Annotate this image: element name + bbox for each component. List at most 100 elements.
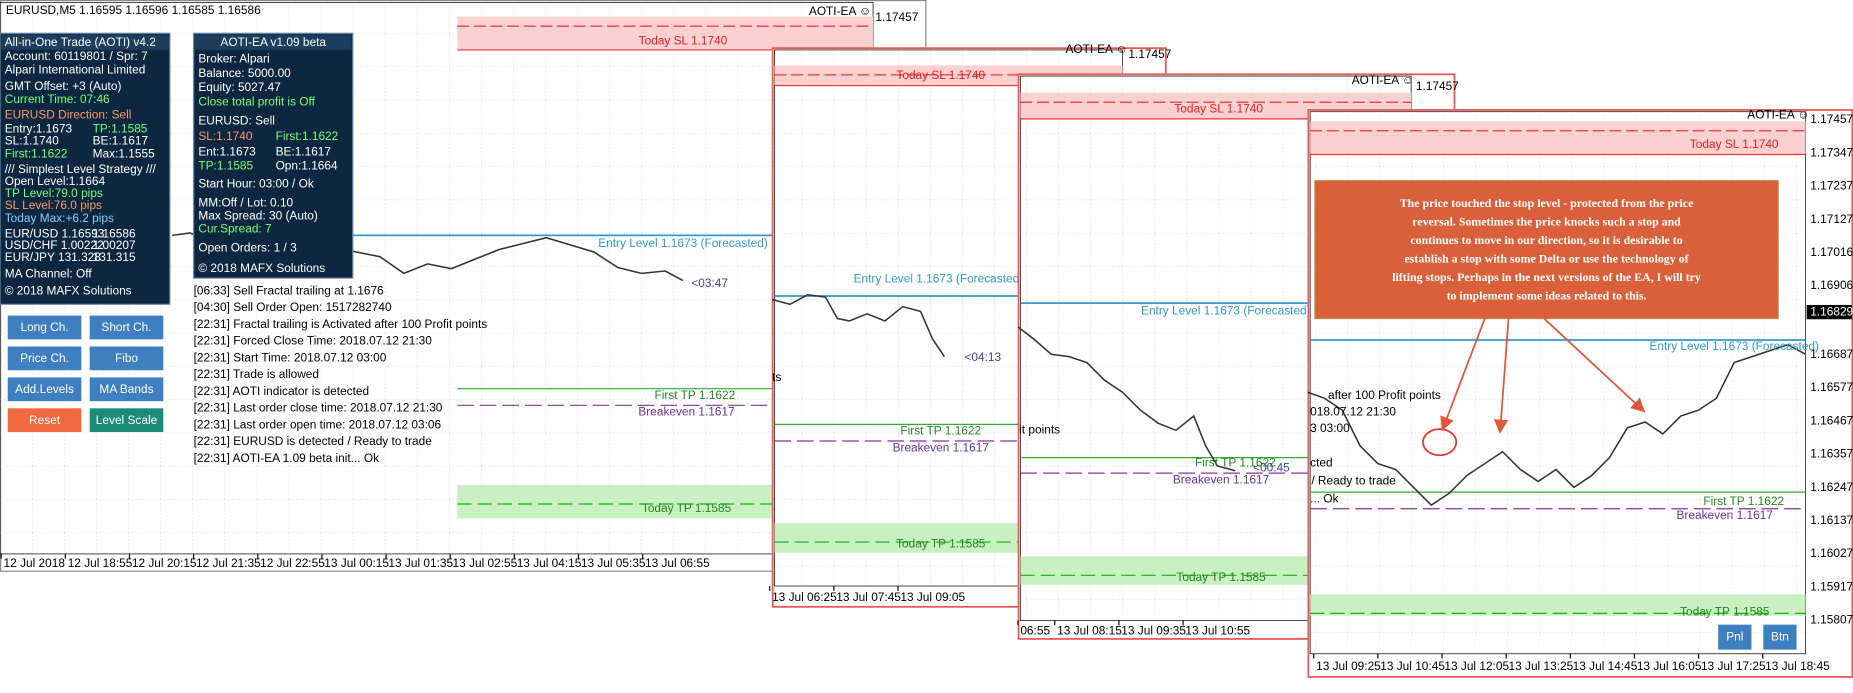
- button-label[interactable]: Pnl: [1726, 629, 1743, 643]
- time-label: 13 Jul 05:35: [581, 556, 646, 570]
- panel-value: Ent:1.1673: [198, 144, 256, 158]
- panel-row: MM:Off / Lot: 0.10: [198, 195, 293, 209]
- log-fragment: / Ready to trade: [1311, 474, 1396, 488]
- level-label: Breakeven 1.1617: [893, 440, 989, 454]
- button-label[interactable]: Price Ch.: [20, 351, 69, 365]
- button-label[interactable]: Level Scale: [96, 413, 158, 427]
- time-label: 12 Jul 20:15: [132, 556, 197, 570]
- panel-value: Max:1.1555: [93, 147, 155, 161]
- level-label: First TP 1.1622: [655, 388, 736, 402]
- button[interactable]: [6, 345, 83, 372]
- price-axis-label: 1.16829: [1810, 304, 1853, 318]
- callout-line: establish a stop with some Delta or use …: [1405, 251, 1690, 265]
- panel-row: © 2018 MAFX Solutions: [5, 283, 132, 297]
- button[interactable]: [88, 345, 165, 372]
- log-line: [22:31] AOTI indicator is detected: [194, 384, 370, 398]
- panel-row: Start Hour: 03:00 / Ok: [198, 176, 314, 190]
- level-label: First TP 1.1622: [1703, 494, 1784, 508]
- panel-value: First:1.1622: [276, 129, 339, 143]
- button-label[interactable]: Add.Levels: [15, 382, 74, 396]
- button[interactable]: [6, 407, 83, 434]
- price-axis-label: 1.16247: [1810, 480, 1853, 494]
- log-fragment: after 100 Profit points: [1328, 388, 1441, 402]
- level-label: First TP 1.1622: [1195, 456, 1276, 470]
- panel-value: BE:1.1617: [276, 144, 331, 158]
- panel-row: Alpari International Limited: [5, 62, 146, 76]
- log-line: [22:31] Trade is allowed: [194, 367, 319, 381]
- level-label: Today SL 1.1740: [896, 68, 985, 82]
- panel-row: Open Level:1.1664: [5, 174, 106, 188]
- time-label: 13 Jul 18:45: [1765, 659, 1830, 673]
- panel-row: © 2018 MAFX Solutions: [198, 261, 325, 275]
- price-axis-label: 1.16027: [1810, 546, 1853, 560]
- panel-row: Open Orders: 1 / 3: [198, 241, 297, 255]
- time-label: 13 Jul 06:25: [772, 590, 837, 604]
- panel-value: First:1.1622: [5, 147, 68, 161]
- level-label: Breakeven 1.1617: [1173, 472, 1269, 486]
- level-label: Today SL 1.1740: [639, 34, 728, 48]
- panel-row: Current Time: 07:46: [5, 92, 110, 106]
- button[interactable]: [1762, 623, 1798, 651]
- price-axis-label: 1.17127: [1810, 212, 1853, 226]
- button[interactable]: [6, 314, 83, 341]
- button[interactable]: [1716, 623, 1753, 651]
- callout-line: to implement some ideas related to this.: [1447, 288, 1647, 302]
- level-label: Today TP 1.1585: [1176, 570, 1266, 584]
- log-line: [22:31] Start Time: 2018.07.12 03:00: [194, 350, 387, 364]
- panel-row: MA Channel: Off: [5, 267, 93, 281]
- button[interactable]: [88, 314, 165, 341]
- button-label[interactable]: Short Ch.: [101, 320, 151, 334]
- button-label[interactable]: Long Ch.: [20, 320, 68, 334]
- time-label: 13 Jul 02:55: [453, 556, 518, 570]
- button[interactable]: [88, 376, 165, 403]
- callout-arrow: [1493, 318, 1510, 434]
- ea-label: AOTI-EA ☺: [1747, 107, 1809, 121]
- log-line: [22:31] AOTI-EA 1.09 beta init... Ok: [194, 451, 379, 465]
- price-axis-label: 1.15917: [1810, 579, 1853, 593]
- panel-value: USD/CHF 1.00222: [5, 238, 104, 252]
- panel-bg: [0, 32, 171, 305]
- time-label: 13 Jul 16:05: [1637, 659, 1702, 673]
- level-label: Entry Level 1.1673 (Forecasted): [1141, 304, 1311, 318]
- panel-row: Equity: 5027.47: [198, 80, 281, 94]
- panel-row: TP Level:79.0 pips: [5, 186, 103, 200]
- price-path: [771, 293, 945, 358]
- panel-value: Entry:1.1673: [5, 122, 73, 136]
- level-label: Entry Level 1.1673 (Forecasted): [598, 236, 768, 250]
- button[interactable]: [6, 376, 83, 403]
- price-axis-label: 1.16577: [1810, 380, 1853, 394]
- bar-timer: <00:45: [1253, 460, 1290, 474]
- price-axis-label: 1.15807: [1810, 613, 1853, 627]
- price-path: [1307, 343, 1806, 507]
- button[interactable]: [88, 407, 165, 434]
- log-line: [04:30] Sell Order Open: 1517282740: [194, 300, 392, 314]
- price-label: 1.17457: [1416, 79, 1459, 93]
- time-label: 12 Jul 18:55: [68, 556, 133, 570]
- panel-row: Account: 60119801 / Spr: 7: [5, 49, 148, 63]
- panel-row: Broker: Alpari: [198, 52, 269, 66]
- log-fragment: it points: [1019, 422, 1060, 436]
- price-axis-label: 1.17016: [1810, 245, 1853, 259]
- panel-value: SL:1.1740: [198, 129, 253, 143]
- price-axis-label: 1.16687: [1810, 347, 1853, 361]
- current-price-box: [1806, 304, 1852, 320]
- time-label: 13 Jul 06:55: [645, 556, 710, 570]
- time-label: 13 Jul 10:45: [1380, 659, 1445, 673]
- time-label: 12 Jul 2018: [4, 556, 66, 570]
- button-label[interactable]: Reset: [29, 413, 61, 427]
- button-label[interactable]: Btn: [1771, 629, 1789, 643]
- button-label[interactable]: Fibo: [115, 351, 138, 365]
- highlight-circle: [1422, 428, 1458, 457]
- time-label: 13 Jul 04:15: [517, 556, 582, 570]
- log-line: [22:31] Last order close time: 2018.07.1…: [194, 401, 443, 415]
- price-axis-label: 1.16357: [1810, 447, 1853, 461]
- callout-arrow: [1543, 317, 1646, 413]
- log-line: [06:33] Sell Fractal trailing at 1.1676: [194, 283, 384, 297]
- ea-label: AOTI-EA ☺: [809, 4, 871, 18]
- bar-timer: <03:47: [691, 276, 728, 290]
- ea-label: AOTI-EA ☺: [1352, 73, 1414, 87]
- level-label: Today TP 1.1585: [1680, 604, 1770, 618]
- panel-value: TP:1.1585: [198, 159, 253, 173]
- button-label[interactable]: MA Bands: [99, 382, 153, 396]
